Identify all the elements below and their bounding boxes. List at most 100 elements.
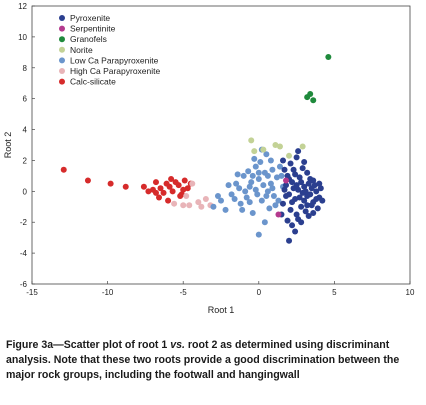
point-low-ca-parapyroxenite — [233, 180, 240, 187]
legend-marker — [59, 57, 65, 64]
point-calc-silicate — [84, 177, 91, 184]
point-norite — [272, 142, 279, 148]
legend-label: Calc-silicate — [70, 77, 116, 87]
point-pyroxenite — [283, 192, 290, 199]
legend-label: Serpentinite — [70, 24, 116, 34]
point-pyroxenite — [295, 148, 302, 155]
point-low-ca-parapyroxenite — [258, 197, 265, 204]
point-pyroxenite — [304, 202, 311, 209]
point-calc-silicate — [152, 179, 159, 186]
point-pyroxenite — [295, 186, 302, 193]
point-low-ca-parapyroxenite — [266, 205, 273, 212]
point-low-ca-parapyroxenite — [276, 163, 283, 170]
legend-label: Norite — [70, 45, 93, 55]
point-pyroxenite — [302, 188, 309, 195]
point-pyroxenite — [304, 169, 311, 176]
y-axis-label: Root 2 — [3, 132, 13, 159]
point-low-ca-parapyroxenite — [255, 231, 262, 238]
point-norite — [299, 143, 306, 150]
y-tick-label: -2 — [20, 218, 28, 227]
point-low-ca-parapyroxenite — [210, 203, 217, 210]
point-pyroxenite — [310, 177, 317, 184]
legend-label: High Ca Parapyroxenite — [70, 66, 161, 76]
legend-marker — [59, 36, 65, 43]
point-serpentinite — [275, 211, 282, 218]
point-pyroxenite — [316, 180, 323, 187]
point-calc-silicate — [152, 189, 159, 196]
point-low-ca-parapyroxenite — [243, 194, 250, 201]
point-pyroxenite — [279, 157, 286, 164]
point-pyroxenite — [296, 194, 303, 201]
point-low-ca-parapyroxenite — [237, 200, 244, 207]
x-tick-label: 10 — [406, 288, 415, 297]
point-pyroxenite — [293, 154, 300, 161]
point-pyroxenite — [302, 208, 309, 215]
point-low-ca-parapyroxenite — [255, 175, 262, 182]
point-norite — [248, 137, 255, 144]
point-norite — [251, 148, 258, 155]
point-pyroxenite — [313, 196, 320, 203]
legend-label: Low Ca Parapyroxenite — [70, 55, 159, 65]
point-high-ca-parapyroxenite — [198, 203, 205, 210]
point-calc-silicate — [166, 183, 173, 190]
scatter-chart: -15 -10 -5 0 5 10 -6 -4 -2 0 2 4 6 8 10 12 PyroxeniteSe… — [3, 2, 415, 315]
point-pyroxenite — [283, 182, 290, 189]
point-low-ca-parapyroxenite — [254, 191, 261, 198]
legend: PyroxeniteSerpentiniteGranofelsNoriteLow… — [59, 13, 161, 87]
point-pyroxenite — [289, 222, 296, 229]
y-tick-label: 0 — [23, 187, 28, 196]
point-norite — [276, 143, 283, 150]
legend-marker — [59, 15, 65, 21]
point-pyroxenite — [281, 186, 288, 193]
point-low-ca-parapyroxenite — [245, 168, 252, 175]
point-pyroxenite — [308, 202, 315, 209]
point-calc-silicate — [180, 186, 187, 193]
point-norite — [260, 146, 267, 153]
point-pyroxenite — [310, 209, 317, 216]
point-low-ca-parapyroxenite — [261, 219, 268, 226]
point-calc-silicate — [181, 177, 188, 184]
point-pyroxenite — [281, 166, 288, 173]
x-tick-label: 0 — [257, 288, 262, 297]
point-low-ca-parapyroxenite — [269, 166, 276, 173]
point-low-ca-parapyroxenite — [273, 174, 280, 181]
point-low-ca-parapyroxenite — [246, 199, 253, 206]
point-pyroxenite — [298, 179, 305, 186]
point-pyroxenite — [289, 199, 296, 206]
legend-marker — [59, 78, 65, 85]
point-granofels — [325, 53, 332, 60]
point-low-ca-parapyroxenite — [239, 206, 246, 213]
point-low-ca-parapyroxenite — [267, 180, 274, 187]
point-low-ca-parapyroxenite — [278, 172, 285, 179]
y-tick-label: 10 — [18, 33, 27, 42]
point-calc-silicate — [60, 166, 67, 173]
point-low-ca-parapyroxenite — [264, 188, 271, 195]
point-pyroxenite — [279, 200, 286, 207]
point-high-ca-parapyroxenite — [180, 202, 187, 209]
point-low-ca-parapyroxenite — [264, 172, 271, 179]
point-low-ca-parapyroxenite — [251, 155, 258, 162]
point-low-ca-parapyroxenite — [225, 182, 232, 189]
point-low-ca-parapyroxenite — [242, 188, 249, 195]
point-pyroxenite — [305, 213, 312, 220]
point-low-ca-parapyroxenite — [257, 158, 264, 165]
point-high-ca-parapyroxenite — [195, 199, 202, 206]
y-tick-label: 12 — [18, 2, 27, 11]
point-granofels — [310, 97, 317, 104]
point-pyroxenite — [319, 197, 326, 204]
point-high-ca-parapyroxenite — [183, 192, 190, 199]
point-pyroxenite — [313, 188, 320, 195]
point-low-ca-parapyroxenite — [222, 206, 229, 213]
point-low-ca-parapyroxenite — [260, 182, 267, 189]
point-calc-silicate — [175, 182, 182, 189]
point-low-ca-parapyroxenite — [218, 197, 224, 204]
point-pyroxenite — [317, 185, 324, 192]
x-tick-label: 5 — [332, 288, 337, 297]
point-pyroxenite — [292, 228, 299, 235]
legend-marker — [59, 46, 65, 53]
point-pyroxenite — [293, 211, 300, 218]
point-pyroxenite — [290, 166, 297, 173]
y-tick-label: -4 — [20, 249, 28, 258]
point-low-ca-parapyroxenite — [270, 192, 277, 199]
point-pyroxenite — [307, 191, 314, 198]
